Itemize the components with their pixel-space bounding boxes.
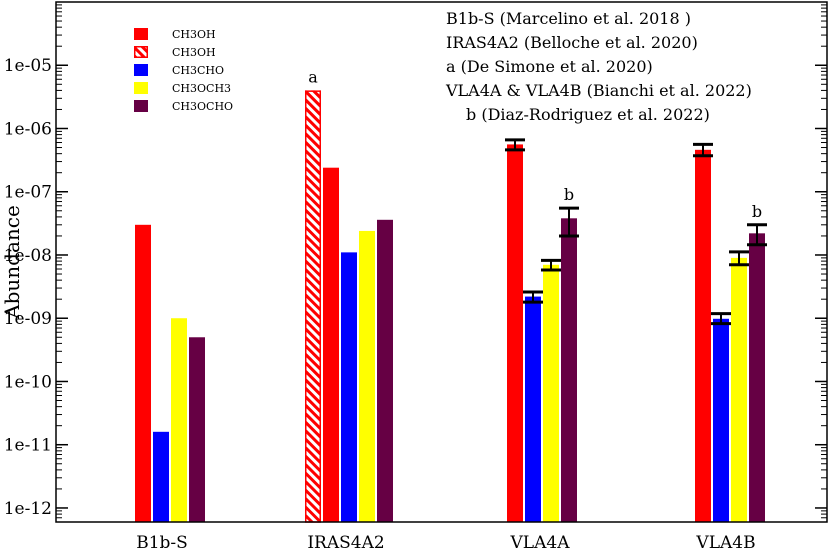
reference-line: B1b-S (Marcelino et al. 2018 ): [446, 9, 691, 28]
x-category-label: B1b-S: [136, 533, 188, 551]
bar-vla4a-ch3ocho: [561, 218, 577, 522]
legend: CH3OH CH3OH CH3CHO CH3OCH3 CH3OCHO: [134, 28, 233, 113]
plot-frame: [55, 1, 828, 523]
reference-line: b (Diaz-Rodriguez et al. 2022): [466, 105, 710, 124]
legend-label: CH3OCHO: [172, 100, 233, 113]
bar-vla4b-ch3cho: [713, 318, 729, 522]
legend-swatch: [134, 46, 148, 58]
legend-label: CH3CHO: [172, 64, 224, 77]
bar-vla4a-ch3cho: [525, 296, 541, 522]
y-tick-label: 1e-08: [4, 246, 52, 266]
legend-swatch: [134, 82, 148, 94]
bar-iras4a2-ch3ocho: [377, 219, 393, 523]
y-tick-label: 1e-09: [4, 309, 52, 329]
y-tick-label: 1e-07: [4, 183, 52, 203]
reference-line: IRAS4A2 (Belloche et al. 2020): [446, 33, 698, 52]
bar-b1b-s-ch3ocho: [189, 337, 205, 522]
bar-vla4a-ch3och3: [543, 264, 559, 522]
bar-b1b-s-ch3oh: [135, 224, 151, 522]
bar-annotation: a: [308, 67, 318, 86]
bar-iras4a2-ch3och3: [359, 230, 375, 523]
bar-b1b-s-ch3cho: [153, 431, 169, 522]
bar-iras4a2-ch3oh: [323, 167, 339, 522]
y-tick-label: 1e-06: [4, 119, 52, 139]
legend-swatch: [134, 28, 148, 40]
legend-swatch-outline: [134, 46, 148, 58]
reference-line: a (De Simone et al. 2020): [446, 57, 653, 76]
legend-swatch: [134, 64, 148, 76]
bar-iras4a2-ch3cho: [341, 252, 357, 523]
y-tick-label: 1e-11: [4, 436, 52, 456]
legend-label: CH3OH: [172, 28, 216, 41]
bar-vla4a-ch3oh: [507, 144, 523, 522]
bar-vla4b-ch3och3: [731, 257, 747, 522]
references: B1b-S (Marcelino et al. 2018 ) IRAS4A2 (B…: [445, 9, 752, 124]
x-category-label: IRAS4A2: [307, 533, 384, 551]
bar-iras4a2-ch3oh-hatched: [305, 90, 321, 522]
bar-b1b-s-ch3och3: [171, 318, 187, 522]
bar-annotation: b: [564, 185, 574, 204]
x-category-label: VLA4B: [695, 533, 755, 551]
y-tick-label: 1e-10: [4, 372, 52, 392]
y-tick-label: 1e-12: [4, 499, 52, 519]
reference-line: VLA4A & VLA4B (Bianchi et al. 2022): [445, 81, 752, 100]
x-category-label: VLA4A: [510, 533, 571, 551]
legend-label: CH3OH: [172, 46, 216, 59]
bar-vla4b-ch3oh: [695, 149, 711, 523]
y-axis-label: Abundance: [0, 205, 24, 320]
bar-annotation: b: [752, 202, 762, 221]
legend-label: CH3OCH3: [172, 82, 231, 95]
legend-swatch: [134, 100, 148, 112]
bar-vla4b-ch3ocho: [749, 233, 765, 522]
y-tick-label: 1e-05: [4, 56, 52, 76]
